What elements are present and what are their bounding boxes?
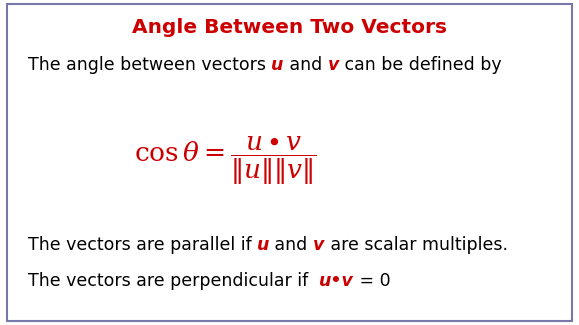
Text: $\cos\theta = \dfrac{\mathit{u} \bullet \mathit{v}}{\|\mathit{u}\|\|\mathit{v}\|: $\cos\theta = \dfrac{\mathit{u} \bullet … [134, 135, 317, 187]
Text: The vectors are perpendicular if: The vectors are perpendicular if [28, 272, 319, 290]
Text: are scalar multiples.: are scalar multiples. [325, 236, 508, 254]
Text: u: u [257, 236, 269, 254]
Text: and: and [269, 236, 313, 254]
Text: u•v: u•v [319, 272, 354, 290]
Text: Angle Between Two Vectors: Angle Between Two Vectors [132, 18, 447, 37]
Text: The angle between vectors: The angle between vectors [28, 56, 272, 74]
Text: v: v [313, 236, 325, 254]
Text: v: v [327, 56, 339, 74]
Text: The vectors are parallel if: The vectors are parallel if [28, 236, 257, 254]
Text: can be defined by: can be defined by [339, 56, 501, 74]
Text: = 0: = 0 [354, 272, 391, 290]
FancyBboxPatch shape [7, 4, 572, 321]
Text: and: and [284, 56, 327, 74]
Text: u: u [272, 56, 284, 74]
